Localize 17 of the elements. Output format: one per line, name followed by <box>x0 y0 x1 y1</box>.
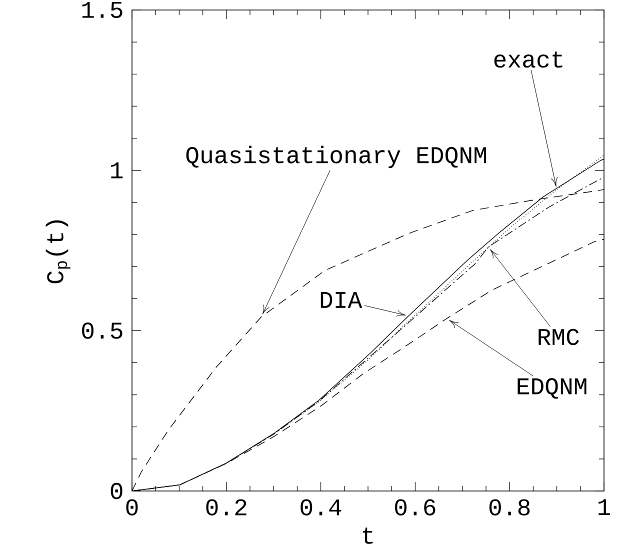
x-tick-label: 0.8 <box>489 499 530 516</box>
x-tick-label: 0.4 <box>300 499 342 516</box>
annotation: exact <box>494 51 562 68</box>
x-tick-label: 0 <box>126 499 138 516</box>
y-tick-label: 0 <box>110 482 122 500</box>
annotation: Quasistationary EDQNM <box>186 146 486 168</box>
y-tick-label: 0.5 <box>82 322 122 339</box>
x-tick-label: 0.2 <box>206 499 246 516</box>
annotation: RMC <box>538 328 579 346</box>
y-axis-title: C$_{p}$(t) <box>46 220 70 284</box>
x-axis-title: t <box>363 528 373 544</box>
annotation: DIA <box>320 292 362 308</box>
y-tick-label: 1.5 <box>82 2 122 18</box>
y-tick-label: 1 <box>111 162 123 178</box>
x-tick-label: 1 <box>598 499 610 516</box>
x-tick-label: 0.6 <box>395 499 436 516</box>
annotation: EDQNM <box>518 378 586 399</box>
